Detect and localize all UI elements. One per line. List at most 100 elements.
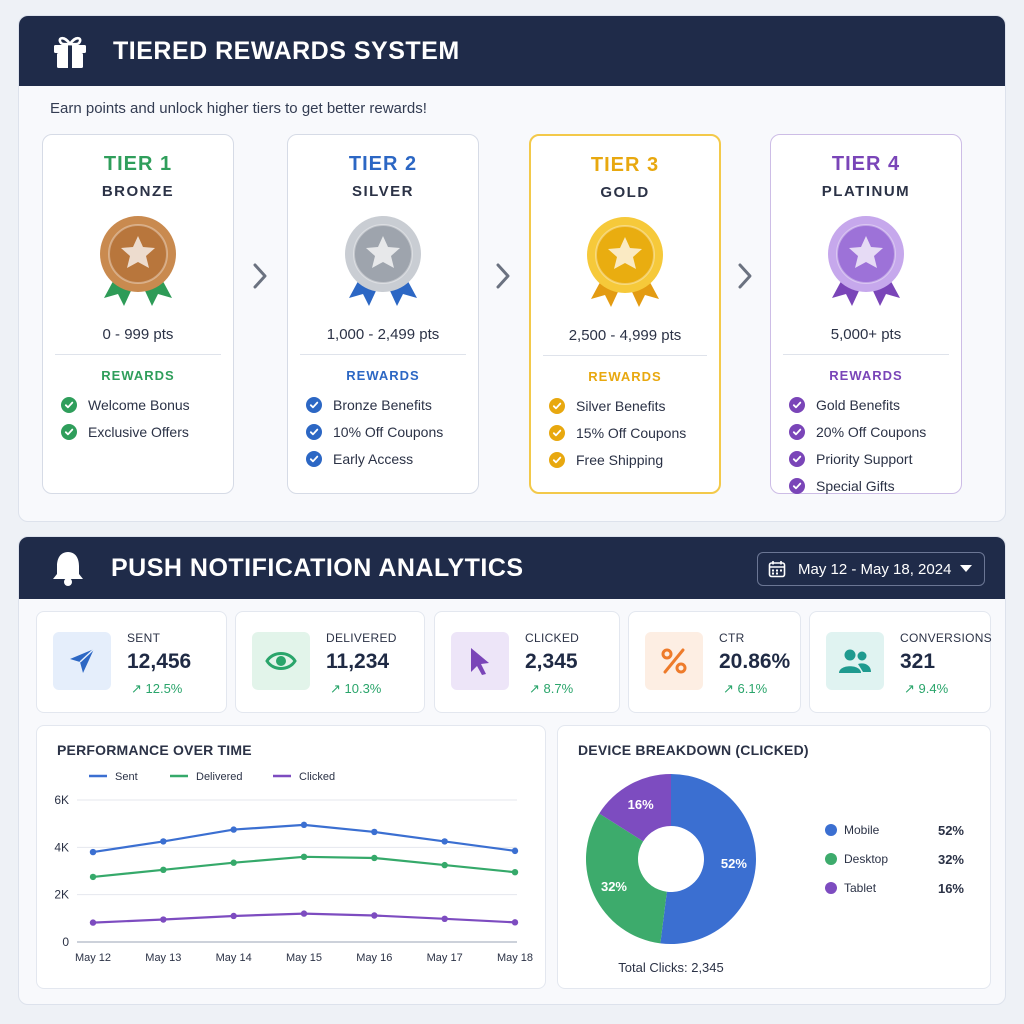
stat-label: CONVERSIONS — [900, 631, 992, 645]
stat-card-clicked[interactable]: CLICKED 2,345 ↗ 8.7% — [434, 611, 620, 713]
performance-chart-title: PERFORMANCE OVER TIME — [57, 742, 252, 758]
slice-desktop[interactable] — [586, 813, 667, 944]
benefit-item: Early Access — [306, 445, 478, 472]
stat-label: DELIVERED — [326, 631, 397, 645]
data-point-sent[interactable] — [89, 848, 97, 856]
data-point-delivered[interactable] — [89, 873, 97, 881]
chevron-right-icon — [496, 263, 510, 289]
legend-label: Delivered — [196, 771, 242, 783]
legend-item-clicked[interactable]: Clicked — [273, 771, 335, 783]
performance-chart-card: PERFORMANCE OVER TIME Sent Delivered Click… — [36, 725, 546, 989]
data-point-clicked[interactable] — [89, 919, 97, 926]
data-point-delivered[interactable] — [300, 853, 308, 860]
data-point-clicked[interactable] — [160, 916, 167, 923]
tier-card-bronze[interactable]: TIER 1 BRONZE 0 - 999 pts REWARDS Welcom… — [42, 134, 234, 494]
check-circle-icon — [61, 423, 77, 440]
data-point-clicked[interactable] — [300, 910, 308, 917]
y-tick-label: 6K — [54, 793, 69, 807]
legend-item-delivered[interactable]: Delivered — [170, 771, 242, 783]
check-circle-icon — [306, 396, 322, 413]
x-tick-label: May 12 — [75, 952, 111, 964]
benefit-item: 15% Off Coupons — [549, 419, 719, 446]
check-circle-icon — [549, 424, 565, 441]
legend-label: Mobile — [844, 823, 880, 837]
eye-icon — [252, 632, 310, 690]
chevron-right-icon — [253, 263, 267, 289]
stat-label: CLICKED — [525, 631, 580, 645]
legend-item-tablet[interactable]: Tablet 16% — [825, 881, 964, 896]
stat-card-conversions[interactable]: CONVERSIONS 321 ↗ 9.4% — [809, 611, 992, 713]
y-tick-label: 0 — [62, 935, 69, 949]
check-circle-icon — [789, 450, 805, 467]
divider — [55, 354, 221, 355]
legend-value: 52% — [938, 823, 964, 838]
slice-mobile[interactable] — [660, 774, 756, 944]
data-point-sent[interactable] — [371, 828, 378, 836]
check-circle-icon — [306, 450, 322, 467]
stat-label: SENT — [127, 631, 161, 645]
data-point-clicked[interactable] — [371, 912, 378, 919]
benefit-label: 20% Off Coupons — [816, 423, 927, 440]
tier-card-silver[interactable]: TIER 2 SILVER 1,000 - 2,499 pts REWARDS … — [287, 134, 479, 494]
data-point-delivered[interactable] — [371, 854, 378, 862]
divider — [543, 355, 707, 356]
tier-number: TIER 1 — [103, 153, 173, 175]
rewards-label: REWARDS — [588, 369, 662, 384]
x-tick-label: May 15 — [286, 952, 322, 964]
benefit-label: 10% Off Coupons — [333, 423, 444, 440]
device-breakdown-card: DEVICE BREAKDOWN (CLICKED) 52% 32% 16% Tota… — [557, 725, 991, 989]
data-point-delivered[interactable] — [511, 868, 519, 876]
medal-icon — [828, 216, 904, 306]
tier-card-gold[interactable]: TIER 3 GOLD 2,500 - 4,999 pts REWARDS Si… — [529, 134, 721, 494]
tier-points: 5,000+ pts — [830, 326, 902, 343]
y-tick-label: 4K — [54, 840, 69, 854]
data-point-clicked[interactable] — [230, 912, 237, 920]
data-point-sent[interactable] — [300, 821, 308, 829]
analytics-header: PUSH NOTIFICATION ANALYTICS May 12 - May… — [19, 537, 1005, 599]
benefit-item: Priority Support — [789, 445, 961, 472]
legend-dot — [825, 882, 837, 894]
data-point-delivered[interactable] — [441, 861, 448, 869]
benefit-label: Priority Support — [816, 450, 913, 467]
slice-label: 16% — [628, 797, 654, 812]
check-circle-icon — [306, 423, 322, 440]
check-circle-icon — [61, 396, 77, 413]
benefit-label: Welcome Bonus — [88, 396, 190, 413]
benefit-item: Bronze Benefits — [306, 391, 478, 418]
benefit-list: Welcome Bonus Exclusive Offers — [61, 391, 233, 445]
tier-points: 1,000 - 2,499 pts — [326, 326, 440, 343]
legend-item-mobile[interactable]: Mobile 52% — [825, 823, 964, 838]
benefit-item: 10% Off Coupons — [306, 418, 478, 445]
benefit-item: 20% Off Coupons — [789, 418, 961, 445]
tier-card-platinum[interactable]: TIER 4 PLATINUM 5,000+ pts REWARDS Gold … — [770, 134, 962, 494]
stat-card-ctr[interactable]: CTR 20.86% ↗ 6.1% — [628, 611, 801, 713]
check-circle-icon — [789, 477, 805, 494]
slice-tablet[interactable] — [599, 774, 671, 842]
stat-card-delivered[interactable]: DELIVERED 11,234 ↗ 10.3% — [235, 611, 425, 713]
legend-item-desktop[interactable]: Desktop 32% — [825, 852, 964, 867]
data-point-delivered[interactable] — [160, 866, 167, 874]
data-point-clicked[interactable] — [441, 915, 448, 923]
stat-value: 321 — [900, 650, 936, 673]
benefit-label: Bronze Benefits — [333, 396, 432, 413]
data-point-sent[interactable] — [511, 847, 519, 855]
check-circle-icon — [549, 451, 565, 468]
benefit-list: Silver Benefits 15% Off Coupons Free Shi… — [549, 392, 719, 473]
date-range-picker[interactable]: May 12 - May 18, 2024 — [757, 552, 985, 586]
divider — [300, 354, 466, 355]
legend-item-sent[interactable]: Sent — [89, 771, 138, 783]
data-point-clicked[interactable] — [511, 919, 519, 926]
data-point-sent[interactable] — [441, 838, 448, 845]
caret-down-icon — [960, 565, 972, 572]
x-tick-label: May 17 — [427, 952, 463, 964]
data-point-sent[interactable] — [230, 826, 237, 833]
stat-card-sent[interactable]: SENT 12,456 ↗ 12.5% — [36, 611, 227, 713]
medal-icon — [100, 216, 176, 306]
data-point-delivered[interactable] — [230, 859, 237, 866]
rewards-header: TIERED REWARDS SYSTEM — [19, 16, 1005, 86]
tier-name: SILVER — [351, 183, 415, 200]
benefit-label: Free Shipping — [576, 451, 664, 468]
tier-name: PLATINUM — [821, 183, 911, 200]
device-chart-title: DEVICE BREAKDOWN (CLICKED) — [578, 742, 809, 758]
data-point-sent[interactable] — [160, 838, 167, 845]
